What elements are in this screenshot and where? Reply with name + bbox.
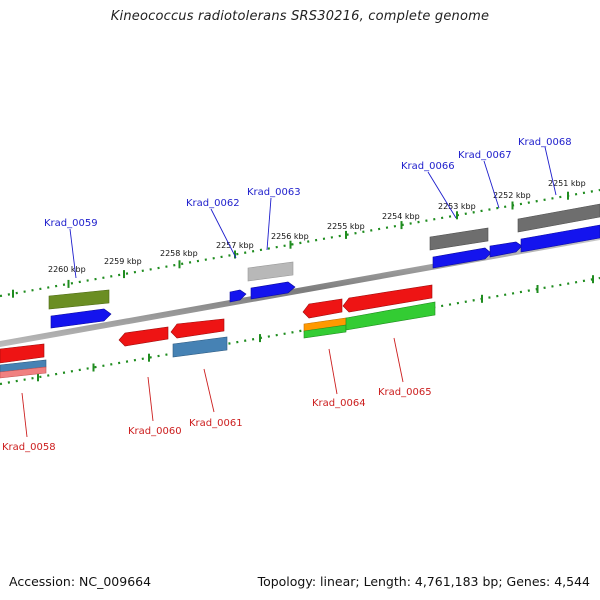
gene-feature-krad-0062[interactable] [229,289,247,303]
gene-feature-krad-0065-green[interactable] [345,301,436,331]
leader-krad-0058 [21,392,28,438]
genome-summary-text: Topology: linear; Length: 4,761,183 bp; … [257,574,590,589]
gene-feature-krad-0065[interactable] [342,284,433,313]
gene-feature-krad-0064-green[interactable] [303,324,347,339]
gene-label-krad-0067[interactable]: Krad_0067 [458,150,512,161]
gene-feature-krad-0059-olive[interactable] [48,289,110,310]
map-title: Kineococcus radiotolerans SRS30216, comp… [110,9,490,24]
leader-krad-0059 [69,228,77,279]
leader-krad-0060 [147,376,154,422]
accession-text: Accession: NC_009664 [9,574,152,589]
gene-feature-krad-0059[interactable] [50,308,112,329]
leader-krad-0062 [210,208,237,259]
gene-feature-krad-0061-steel[interactable] [172,336,228,358]
leader-krad-0065 [393,337,404,383]
gene-feature-krad-0061[interactable] [170,318,225,339]
scale-label-2254: 2254 kbp [382,212,420,221]
scale-label-2260: 2260 kbp [48,265,86,274]
gene-label-krad-0060[interactable]: Krad_0060 [128,426,182,437]
lower-scale-rail [0,276,600,386]
scale-label-2255: 2255 kbp [327,222,365,231]
scale-label-2256: 2256 kbp [271,232,309,241]
scale-label-2258: 2258 kbp [160,249,198,258]
gene-feature-krad-0058-pink[interactable] [0,366,47,379]
scale-label-2253: 2253 kbp [438,202,476,211]
leader-krad-0066 [427,171,457,219]
gene-label-krad-0062[interactable]: Krad_0062 [186,198,240,209]
scale-label-2251: 2251 kbp [548,179,586,188]
gene-feature-krad-0063-grey[interactable] [247,261,294,282]
gene-label-krad-0063[interactable]: Krad_0063 [247,187,301,198]
gene-feature-krad-0066[interactable] [432,247,492,269]
leader-krad-0064 [328,348,338,395]
gene-label-krad-0066[interactable]: Krad_0066 [401,161,455,172]
gene-label-krad-0064[interactable]: Krad_0064 [312,398,366,409]
gene-label-krad-0059[interactable]: Krad_0059 [44,218,98,229]
gene-label-krad-0065[interactable]: Krad_0065 [378,387,432,398]
gene-feature-krad-0064[interactable] [302,298,343,319]
gene-feature-krad-0058[interactable] [0,343,45,364]
gene-feature-krad-0068[interactable] [520,224,600,253]
gene-label-krad-0058[interactable]: Krad_0058 [2,442,56,453]
scale-label-2252: 2252 kbp [493,191,531,200]
scale-label-2257: 2257 kbp [216,241,254,250]
gene-feature-krad-0060[interactable] [118,326,169,347]
gene-feature-krad-0068-grey[interactable] [517,203,600,233]
leader-krad-0063 [266,197,272,251]
gene-feature-krad-0066-grey[interactable] [429,227,489,251]
leader-krad-0068 [544,146,557,196]
upper-scale-rail [0,188,600,298]
gene-label-krad-0068[interactable]: Krad_0068 [518,137,572,148]
upper-major-ticks [12,191,569,298]
leader-krad-0067 [483,160,500,209]
leader-krad-0061 [203,368,215,413]
gene-label-krad-0061[interactable]: Krad_0061 [189,418,243,429]
gene-feature-krad-0063[interactable] [250,281,296,300]
scale-label-2259: 2259 kbp [104,257,142,266]
gene-feature-krad-0067[interactable] [489,241,523,258]
